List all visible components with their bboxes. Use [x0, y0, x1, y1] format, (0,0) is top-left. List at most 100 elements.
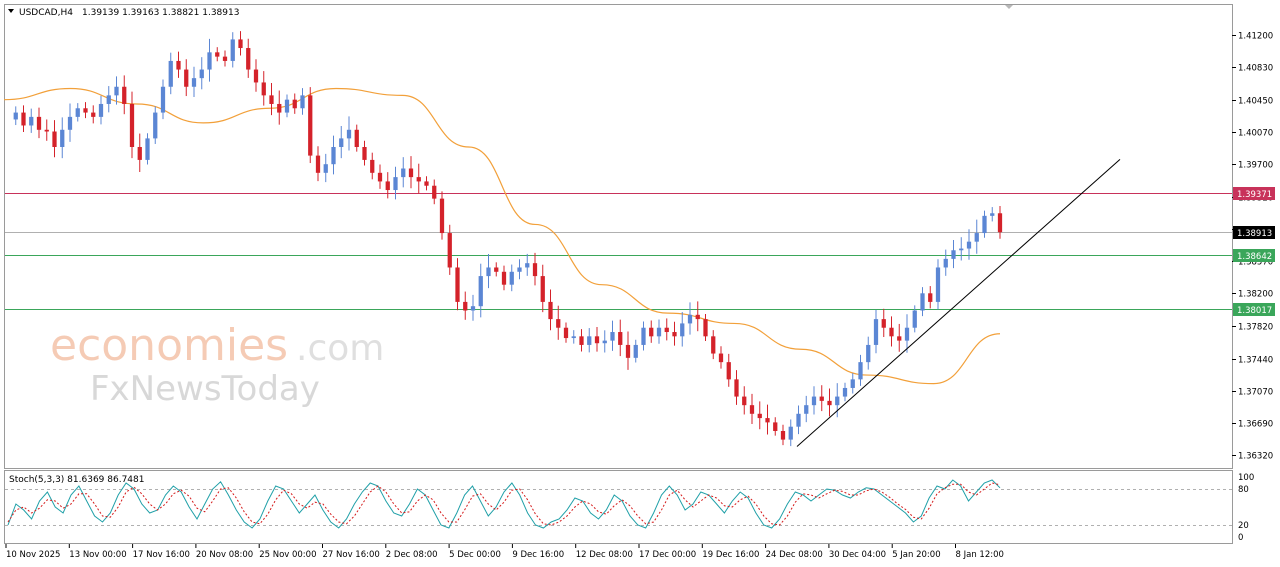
- candle-body-40: [315, 155, 321, 173]
- x-tick-label-10: 17 Dec 00:00: [639, 550, 696, 560]
- candle-body-25: [199, 69, 204, 79]
- stoch-tick-label-3: 0: [1238, 533, 1243, 543]
- candle-body-67: [525, 263, 530, 268]
- y-tick-label-3: 1.40070: [1238, 129, 1273, 139]
- x-tick-label-11: 19 Dec 16:00: [702, 550, 759, 560]
- stoch-panel-frame: [4, 470, 1233, 544]
- stochastic-layer: 100 80 20 0: [5, 473, 1254, 543]
- candle-body-107: [835, 396, 840, 406]
- candle-body-108: [842, 387, 848, 397]
- x-tick-label-3: 20 Nov 08:00: [196, 550, 253, 560]
- x-tick-label-0: 10 Nov 2025: [6, 550, 60, 560]
- candle-body-31: [246, 48, 251, 70]
- y-tick-label-2: 1.40450: [1238, 97, 1273, 107]
- candle-body-100: [780, 430, 786, 440]
- candle-body-42: [331, 146, 336, 165]
- candle-body-90: [703, 319, 708, 337]
- candle-body-96: [749, 405, 755, 414]
- candle-body-115: [897, 336, 902, 341]
- candle-body-85: [664, 327, 669, 333]
- trendline-layer: [796, 158, 1121, 447]
- candle-body-80: [625, 344, 631, 358]
- candle-body-82: [641, 327, 646, 345]
- candle-body-48: [377, 172, 383, 182]
- level-tag-2: [1233, 249, 1275, 262]
- candle-body-22: [176, 60, 181, 70]
- candle-body-79: [618, 332, 623, 345]
- time-axis: 10 Nov 2025 13 Nov 00:00 17 Nov 16:00 20 No…: [5, 544, 1004, 560]
- y-tick-label-4: 1.39700: [1238, 161, 1273, 171]
- candle-body-74: [579, 336, 584, 345]
- stoch-tick-label-0: 100: [1238, 473, 1254, 483]
- candle-body-57: [447, 233, 452, 268]
- candle-body-52: [408, 168, 414, 178]
- candle-body-77: [602, 340, 607, 344]
- candle-body-120: [935, 267, 941, 302]
- x-tick-label-6: 2 Dec 08:00: [386, 550, 438, 560]
- candle-body-3: [29, 116, 34, 126]
- symbol-label: USDCAD,H4: [19, 8, 73, 18]
- candle-body-103: [804, 405, 809, 414]
- candle-body-18: [145, 138, 150, 160]
- candle-body-109: [850, 379, 855, 388]
- watermark-brand: economies: [50, 320, 288, 371]
- candle-body-24: [191, 78, 197, 87]
- x-tick-label-2: 17 Nov 16:00: [133, 550, 190, 560]
- watermark-sub: FxNewsToday: [90, 369, 320, 409]
- candle-body-15: [122, 86, 127, 104]
- ohlc-readout: 1.39139 1.39163 1.38821 1.38913: [82, 8, 239, 18]
- x-tick-label-1: 13 Nov 00:00: [69, 550, 126, 560]
- candle-body-14: [114, 86, 119, 96]
- watermark-suffix: .com: [296, 328, 384, 369]
- candle-body-13: [106, 95, 111, 104]
- candle-body-127: [990, 213, 995, 216]
- x-tick-label-4: 25 Nov 00:00: [259, 550, 316, 560]
- dropdown-triangle-icon[interactable]: [8, 9, 14, 13]
- candle-body-2: [21, 112, 26, 126]
- candle-body-61: [478, 276, 483, 307]
- level-tags: 1.39371 1.38913 1.38642 1.38017: [1233, 187, 1275, 316]
- moving-average-line[interactable]: [3, 87, 1001, 385]
- candle-body-23: [184, 69, 189, 87]
- candle-body-83: [649, 327, 654, 337]
- candle-body-60: [470, 306, 476, 311]
- scroll-marker-icon[interactable]: [1005, 5, 1013, 9]
- y-tick-label-12: 1.36690: [1238, 420, 1273, 430]
- candle-body-99: [773, 422, 778, 431]
- candle-body-12: [98, 103, 104, 117]
- candle-body-70: [548, 301, 553, 320]
- candle-body-4: [36, 116, 42, 130]
- level-tag-label-2: 1.38642: [1237, 252, 1272, 262]
- candle-body-68: [532, 263, 538, 277]
- x-tick-label-13: 30 Dec 04:00: [829, 550, 886, 560]
- x-tick-label-12: 24 Dec 08:00: [766, 550, 823, 560]
- candle-body-123: [959, 248, 964, 251]
- x-tick-label-15: 8 Jan 12:00: [956, 550, 1004, 560]
- y-tick-label-0: 1.41200: [1238, 32, 1273, 42]
- candles-layer: [13, 31, 1003, 447]
- stoch-signal-line[interactable]: [7, 482, 1001, 526]
- candle-body-97: [757, 413, 762, 419]
- candle-body-43: [339, 138, 344, 147]
- candle-body-128: [997, 213, 1003, 233]
- x-tick-label-5: 27 Nov 16:00: [323, 550, 380, 560]
- candle-body-95: [742, 396, 747, 406]
- candle-body-94: [734, 379, 739, 397]
- price-panel-frame: [4, 4, 1233, 469]
- candle-body-11: [91, 112, 96, 117]
- candle-body-26: [207, 52, 212, 70]
- candle-body-91: [711, 336, 716, 354]
- candle-body-30: [238, 39, 243, 49]
- candle-body-20: [160, 86, 166, 113]
- candle-body-110: [858, 362, 863, 380]
- y-tick-label-1: 1.40830: [1238, 64, 1273, 74]
- candle-body-72: [563, 327, 569, 339]
- candle-body-101: [788, 426, 793, 440]
- candle-body-33: [261, 82, 266, 96]
- candle-body-41: [323, 164, 328, 173]
- candle-body-126: [982, 215, 987, 234]
- trendline[interactable]: [796, 158, 1121, 447]
- candle-body-50: [393, 177, 398, 191]
- candle-body-118: [920, 293, 925, 311]
- candle-body-122: [951, 250, 956, 259]
